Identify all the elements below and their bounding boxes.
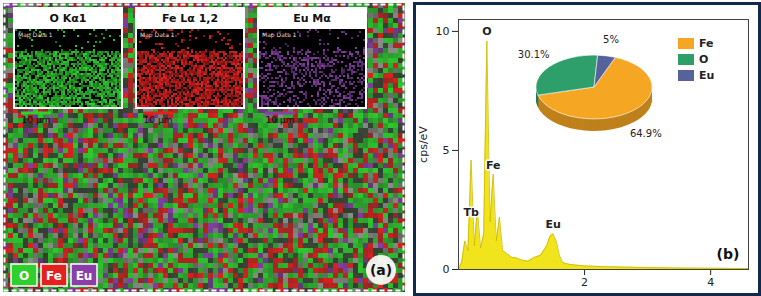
svg-text:Fe: Fe bbox=[486, 159, 501, 172]
svg-text:5%: 5% bbox=[603, 34, 619, 45]
svg-text:64.9%: 64.9% bbox=[630, 128, 662, 139]
svg-text:Tb: Tb bbox=[463, 206, 479, 219]
svg-text:O Kα1: O Kα1 bbox=[50, 12, 87, 25]
svg-text:O: O bbox=[482, 25, 491, 38]
svg-text:5: 5 bbox=[443, 144, 450, 157]
svg-text:Fe Lα 1,2: Fe Lα 1,2 bbox=[162, 12, 218, 25]
svg-text:30.1%: 30.1% bbox=[518, 49, 550, 60]
svg-text:10 μm: 10 μm bbox=[266, 115, 295, 125]
svg-text:Eu: Eu bbox=[699, 69, 714, 82]
svg-text:10: 10 bbox=[436, 25, 450, 38]
svg-text:Eu: Eu bbox=[545, 218, 560, 231]
svg-text:Eu: Eu bbox=[76, 269, 93, 283]
svg-text:Map Data 1: Map Data 1 bbox=[140, 31, 175, 39]
svg-text:4: 4 bbox=[707, 276, 714, 289]
svg-text:Eu Mα: Eu Mα bbox=[293, 12, 331, 25]
svg-text:10 μm: 10 μm bbox=[22, 115, 51, 125]
svg-text:Fe: Fe bbox=[46, 269, 62, 283]
svg-text:Fe: Fe bbox=[699, 37, 714, 50]
svg-text:Map Data 1: Map Data 1 bbox=[262, 31, 297, 39]
svg-text:O: O bbox=[699, 53, 708, 66]
svg-text:0: 0 bbox=[443, 263, 450, 276]
svg-text:Map Data 1: Map Data 1 bbox=[18, 31, 53, 39]
svg-text:cps/eV: cps/eV bbox=[417, 126, 430, 163]
svg-text:(b): (b) bbox=[717, 246, 740, 262]
svg-text:2: 2 bbox=[581, 276, 588, 289]
svg-text:(a): (a) bbox=[370, 262, 392, 278]
svg-text:O: O bbox=[19, 269, 29, 283]
svg-text:10 μm: 10 μm bbox=[144, 115, 173, 125]
